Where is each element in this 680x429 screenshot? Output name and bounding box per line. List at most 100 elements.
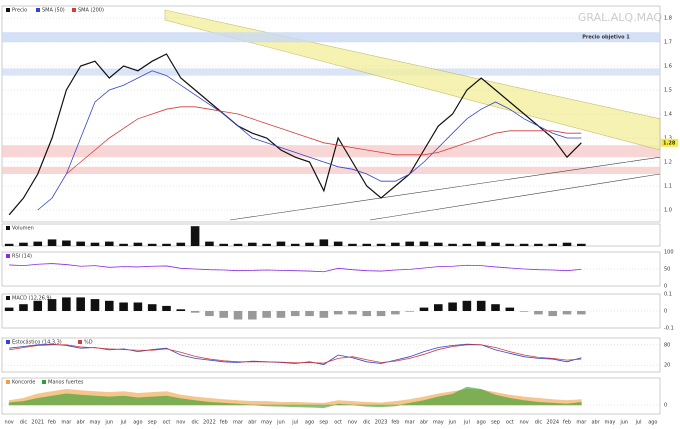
zone bbox=[2, 166, 660, 174]
legend-entry: SMA (50) bbox=[42, 8, 65, 14]
bar bbox=[290, 243, 300, 246]
legend-swatch bbox=[36, 8, 40, 12]
x-tick-label: jun bbox=[104, 420, 113, 426]
legend-swatch bbox=[6, 296, 10, 300]
bar bbox=[376, 311, 386, 317]
x-tick-label: nov bbox=[5, 420, 14, 426]
x-tick-label: jun bbox=[276, 420, 285, 426]
x-tick-label: may bbox=[604, 420, 615, 426]
legend-swatch bbox=[78, 340, 82, 344]
bar bbox=[476, 241, 486, 246]
bar bbox=[319, 239, 329, 246]
bar bbox=[433, 242, 443, 246]
x-tick-label: ago bbox=[133, 420, 142, 426]
x-tick-label: mar bbox=[576, 420, 587, 426]
bar bbox=[548, 243, 558, 246]
legend-entry: Estocástico (14,3,3) bbox=[12, 339, 62, 346]
bar bbox=[276, 311, 286, 318]
y-tick-label: 0 bbox=[664, 309, 667, 315]
bar bbox=[333, 311, 343, 315]
bar bbox=[476, 300, 486, 311]
x-tick-label: mar bbox=[405, 420, 416, 426]
y-tick-label: 50 bbox=[664, 267, 670, 273]
x-tick-label: nov bbox=[520, 420, 529, 426]
legend-entry: SMA (200) bbox=[78, 8, 104, 14]
legend-swatch bbox=[6, 226, 10, 230]
bar bbox=[33, 300, 43, 311]
x-tick-label: oct bbox=[506, 420, 514, 426]
bar bbox=[90, 242, 100, 246]
bar bbox=[119, 302, 128, 311]
trend-line bbox=[229, 156, 661, 221]
line bbox=[66, 106, 582, 175]
bar bbox=[462, 243, 472, 246]
x-tick-label: dic bbox=[20, 420, 28, 426]
bar bbox=[391, 311, 400, 315]
line bbox=[8, 53, 582, 216]
bar bbox=[176, 309, 186, 311]
panel-frame bbox=[1, 377, 661, 415]
bar bbox=[577, 311, 586, 315]
bar bbox=[562, 311, 572, 315]
bar bbox=[491, 304, 500, 311]
y-tick-label: 20 bbox=[664, 363, 670, 369]
x-tick-label: oct bbox=[163, 420, 171, 426]
legend-swatch bbox=[42, 380, 46, 384]
bar bbox=[133, 302, 143, 311]
bar bbox=[562, 242, 572, 246]
legend-swatch bbox=[6, 340, 10, 344]
bar bbox=[62, 240, 71, 246]
bar bbox=[133, 242, 143, 246]
bar bbox=[348, 243, 357, 246]
x-tick-label: ago bbox=[477, 420, 486, 426]
bar bbox=[462, 300, 472, 311]
y-tick-label: 1.8 bbox=[664, 16, 672, 22]
x-tick-label: abr bbox=[591, 420, 600, 426]
bar bbox=[147, 304, 157, 311]
trend-line bbox=[369, 173, 661, 221]
x-tick-label: nov bbox=[176, 420, 185, 426]
bar bbox=[19, 242, 28, 246]
bar bbox=[248, 311, 257, 320]
bar bbox=[448, 302, 457, 311]
bar bbox=[333, 241, 343, 246]
x-tick-label: 2021 bbox=[31, 420, 44, 426]
legend-entry: Koncorde bbox=[12, 380, 35, 386]
legend-entry: %D bbox=[84, 340, 93, 346]
y-tick-label: 1.5 bbox=[664, 88, 672, 94]
x-tick-label: oct bbox=[334, 420, 342, 426]
y-tick-label: 100 bbox=[664, 250, 674, 256]
y-tick-label: 80 bbox=[664, 342, 670, 348]
bar bbox=[376, 243, 386, 246]
legend-swatch bbox=[6, 8, 10, 12]
x-tick-label: 2024 bbox=[546, 420, 559, 426]
x-tick-label: may bbox=[261, 420, 272, 426]
y-tick-label: 1.4 bbox=[664, 112, 672, 118]
x-tick-label: dic bbox=[191, 420, 199, 426]
x-tick-label: mar bbox=[61, 420, 72, 426]
x-tick-label: jul bbox=[120, 420, 127, 426]
line bbox=[9, 344, 582, 364]
x-tick-label: mar bbox=[233, 420, 244, 426]
bar bbox=[405, 241, 414, 246]
bar bbox=[348, 311, 357, 315]
x-tick-label: 2022 bbox=[203, 420, 216, 426]
legend-entry: RSI (14) bbox=[12, 254, 32, 260]
bar bbox=[577, 243, 586, 246]
bar bbox=[534, 243, 543, 246]
x-tick-label: jul bbox=[635, 420, 642, 426]
bar bbox=[119, 243, 128, 246]
bar bbox=[205, 311, 214, 317]
bar bbox=[19, 304, 28, 311]
bar bbox=[4, 307, 14, 311]
target-zone bbox=[2, 32, 660, 43]
y-tick-label: 0 bbox=[664, 284, 667, 290]
x-tick-label: jul bbox=[463, 420, 470, 426]
bar bbox=[419, 307, 429, 311]
x-tick-label: ago bbox=[305, 420, 314, 426]
bar bbox=[33, 241, 43, 246]
y-tick-label: 1.0 bbox=[664, 208, 672, 214]
x-tick-label: jun bbox=[619, 420, 628, 426]
y-tick-label: 1.3 bbox=[664, 136, 672, 142]
